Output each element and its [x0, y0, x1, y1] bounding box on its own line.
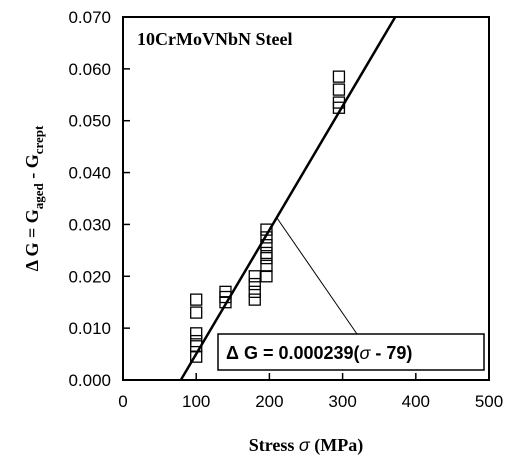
plot-frame [122, 16, 490, 381]
y-tick-label: 0.060 [68, 60, 111, 79]
x-tick-label: 200 [255, 392, 283, 411]
y-tick-label: 0.040 [68, 164, 111, 183]
x-tick-label: 100 [182, 392, 210, 411]
x-tick-label: 400 [402, 392, 430, 411]
data-point [332, 83, 346, 96]
y-tick-label: 0.070 [68, 8, 111, 27]
x-axis-label: Stress σ (MPa) [249, 435, 364, 456]
inset-label: 10CrMoVNbN Steel [137, 29, 292, 49]
fit-equation-box: Δ G = 0.000239(σ - 79) [217, 333, 485, 371]
data-point [190, 293, 203, 306]
data-point [248, 277, 261, 291]
data-points [190, 70, 346, 363]
x-axis-ticks: 0 100 200 300 400 500 [118, 373, 503, 411]
data-point [219, 296, 232, 309]
y-tick-label: 0.030 [68, 215, 111, 234]
y-axis-ticks: 0.000 0.010 0.020 0.030 0.040 0.050 0.060 0.070 [68, 8, 130, 390]
data-point [190, 350, 203, 363]
data-point [260, 251, 273, 265]
y-tick-label: 0.010 [68, 319, 111, 338]
data-point [190, 327, 203, 340]
y-tick-label: 0.020 [68, 267, 111, 286]
data-point [332, 70, 346, 83]
x-tick-label: 300 [328, 392, 356, 411]
fit-line [179, 16, 397, 381]
x-tick-label: 0 [118, 392, 127, 411]
fit-line-group [179, 16, 397, 381]
equation-leader-line [276, 217, 358, 335]
y-tick-label: 0.000 [68, 371, 111, 390]
data-point [260, 270, 273, 283]
data-point [260, 259, 273, 273]
data-point [248, 285, 261, 298]
y-tick-label: 0.050 [68, 112, 111, 131]
data-point [260, 231, 273, 244]
data-point [248, 293, 261, 306]
data-point [190, 306, 203, 319]
data-point [248, 270, 261, 283]
fit-equation: Δ G = 0.000239(σ - 79) [226, 343, 412, 363]
x-tick-label: 500 [475, 392, 503, 411]
y-axis-label: Δ G = Gaged - Gcrept [22, 125, 46, 271]
